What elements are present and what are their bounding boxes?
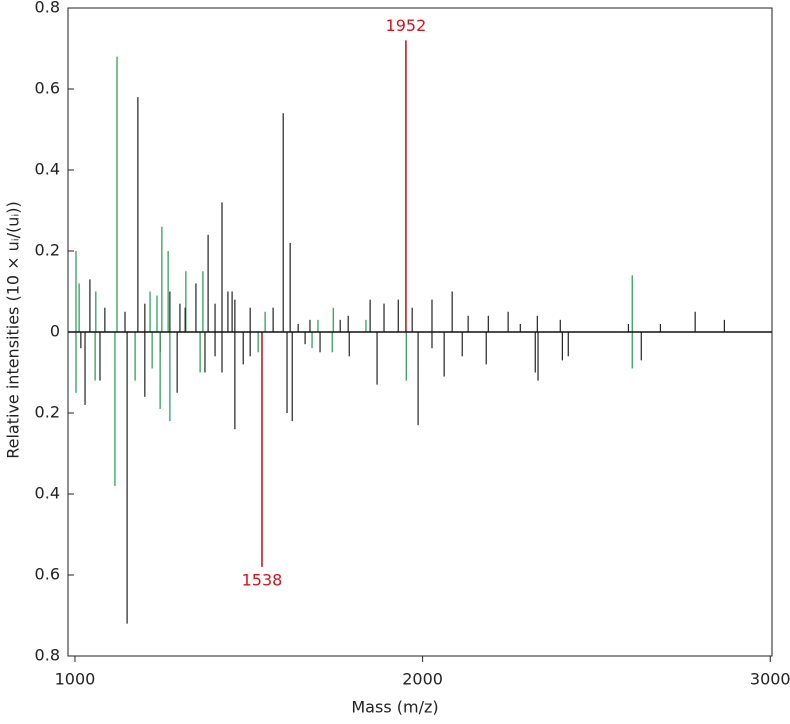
y-tick-label: 0.8 [35,0,60,17]
y-tick-label: 0.8 [35,646,60,665]
x-tick-label: 3000 [750,670,790,689]
y-tick-label: 0.6 [35,565,60,584]
y-tick-label: 0.4 [35,484,60,503]
y-tick-label: 0.2 [35,403,60,422]
y-tick-label: 0.4 [35,160,60,179]
y-axis-label: Relative intensities (10 × uᵢ/(uᵢ)) [4,201,23,459]
y-tick-label: 0.6 [35,79,60,98]
y-tick-label: 0.2 [35,241,60,260]
y-tick-label: 0 [50,322,60,341]
peak-label: 1952 [386,16,427,35]
x-tick-label: 2000 [402,670,443,689]
x-axis-label: Mass (m/z) [351,698,438,717]
x-tick-label: 1000 [55,670,96,689]
peak-label: 1538 [242,570,283,589]
